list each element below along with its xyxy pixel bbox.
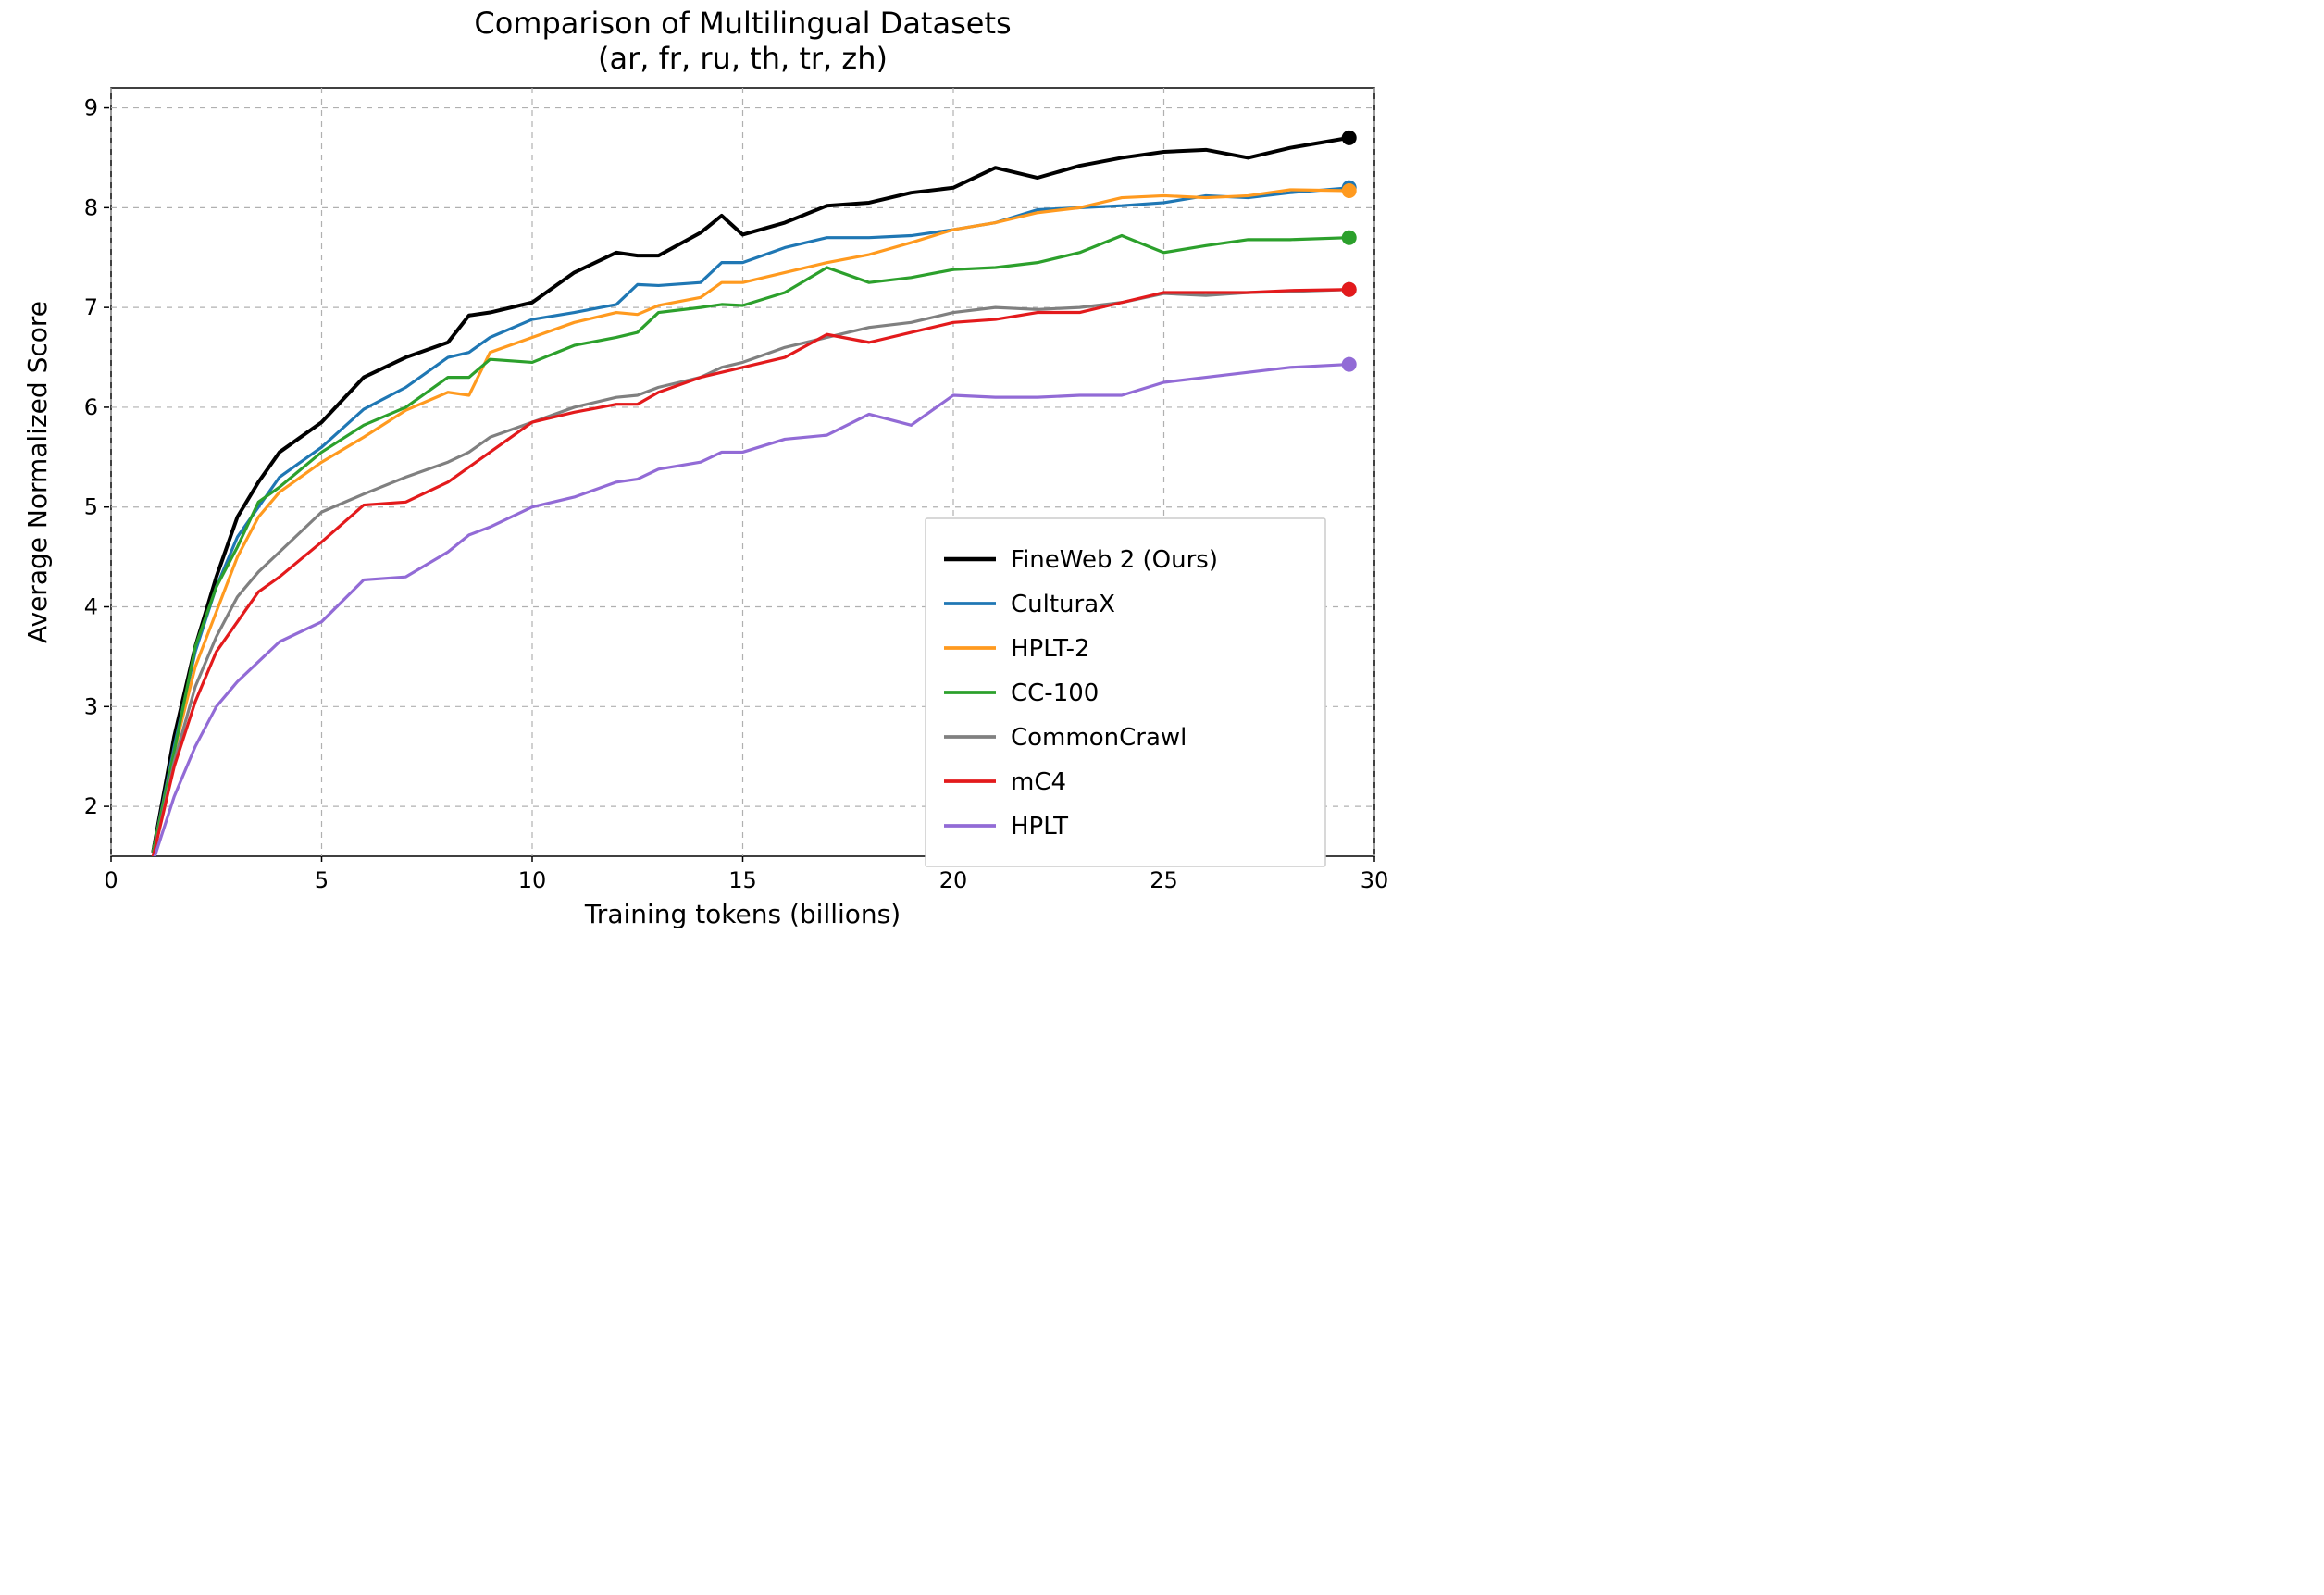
- y-tick-label: 9: [84, 95, 98, 121]
- legend-label: HPLT: [1011, 813, 1068, 841]
- x-tick-label: 30: [1361, 867, 1389, 893]
- x-tick-label: 0: [104, 867, 118, 893]
- series-end-marker: [1342, 183, 1357, 198]
- series-end-marker: [1342, 131, 1357, 145]
- y-tick-label: 5: [84, 494, 98, 520]
- x-axis-label: Training tokens (billions): [584, 899, 901, 929]
- y-tick-label: 8: [84, 194, 98, 220]
- x-tick-label: 15: [728, 867, 757, 893]
- line-chart: Comparison of Multilingual Datasets(ar, …: [0, 0, 1399, 960]
- legend-label: FineWeb 2 (Ours): [1011, 546, 1218, 574]
- chart-container: Comparison of Multilingual Datasets(ar, …: [0, 0, 1399, 960]
- y-tick-label: 2: [84, 793, 98, 819]
- y-tick-label: 3: [84, 693, 98, 719]
- x-tick-label: 25: [1150, 867, 1178, 893]
- y-tick-label: 6: [84, 394, 98, 420]
- legend-label: CC-100: [1011, 679, 1099, 707]
- legend: FineWeb 2 (Ours) CulturaX HPLT-2 CC-100 Comm…: [926, 518, 1325, 866]
- x-tick-label: 10: [518, 867, 547, 893]
- series-end-marker: [1342, 357, 1357, 372]
- y-axis-label: Average Normalized Score: [22, 301, 53, 643]
- y-tick-label: 4: [84, 594, 98, 620]
- legend-label: CommonCrawl: [1011, 724, 1187, 752]
- x-tick-label: 5: [315, 867, 329, 893]
- chart-title-line1: Comparison of Multilingual Datasets: [474, 6, 1011, 41]
- legend-label: CulturaX: [1011, 591, 1115, 618]
- y-tick-label: 7: [84, 294, 98, 320]
- legend-label: mC4: [1011, 768, 1066, 796]
- series-end-marker: [1342, 282, 1357, 297]
- series-end-marker: [1342, 231, 1357, 245]
- legend-label: HPLT-2: [1011, 635, 1090, 663]
- x-tick-label: 20: [939, 867, 968, 893]
- chart-title-line2: (ar, fr, ru, th, tr, zh): [598, 41, 888, 76]
